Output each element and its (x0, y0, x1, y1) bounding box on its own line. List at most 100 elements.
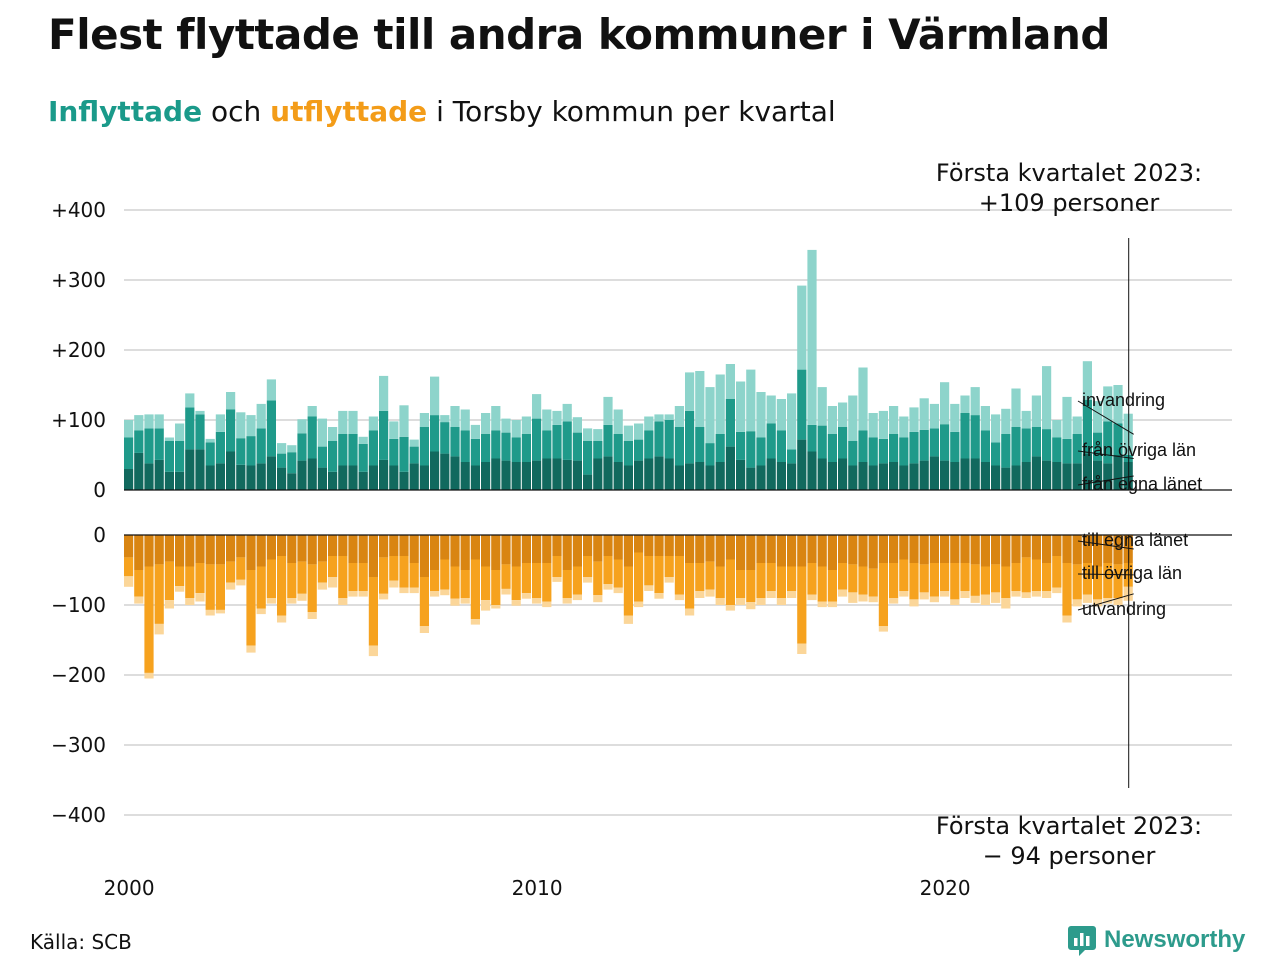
bar-in-egna-lanet (164, 471, 174, 490)
bar-out-utvandring (246, 645, 256, 653)
bar-out-utvandring (889, 598, 899, 604)
bar-out-utvandring (960, 591, 970, 598)
bar-out-ovriga-lan (144, 566, 154, 673)
bar-in-egna-lanet (664, 458, 674, 490)
bar-in-invandring (236, 412, 246, 439)
bar-out-egna-lanet (185, 535, 195, 567)
bar-out-ovriga-lan (440, 559, 450, 590)
bar-in-ovriga-lan (1021, 428, 1031, 462)
bar-out-ovriga-lan (970, 564, 980, 596)
bar-in-invandring (940, 382, 950, 425)
bar-out-egna-lanet (797, 535, 807, 567)
bar-out-utvandring (980, 594, 990, 605)
bar-out-utvandring (695, 591, 705, 598)
bar-in-ovriga-lan (470, 438, 480, 466)
bar-out-ovriga-lan (1103, 563, 1113, 598)
bar-in-egna-lanet (848, 465, 858, 490)
bar-in-ovriga-lan (328, 441, 338, 472)
bar-in-ovriga-lan (909, 431, 919, 464)
bar-in-egna-lanet (1103, 463, 1113, 490)
bar-in-ovriga-lan (787, 449, 797, 464)
bar-in-ovriga-lan (501, 432, 511, 461)
bar-out-utvandring (736, 598, 746, 605)
bar-in-egna-lanet (919, 460, 929, 490)
bar-in-invandring (328, 427, 338, 441)
bar-out-egna-lanet (195, 535, 205, 563)
bar-out-egna-lanet (154, 535, 164, 565)
bar-in-invandring (685, 372, 695, 411)
bar-in-egna-lanet (858, 462, 868, 490)
bar-out-utvandring (368, 645, 378, 657)
bar-in-invandring (929, 403, 939, 429)
bar-out-egna-lanet (807, 535, 817, 563)
bar-out-ovriga-lan (1021, 557, 1031, 593)
bar-in-invandring (430, 376, 440, 416)
bar-in-invandring (511, 420, 521, 438)
bar-in-invandring (889, 406, 899, 434)
bar-in-egna-lanet (654, 456, 664, 490)
bar-out-ovriga-lan (205, 564, 215, 610)
bar-out-utvandring (797, 643, 807, 654)
bar-in-invandring (583, 428, 593, 441)
bar-in-invandring (1052, 420, 1062, 438)
bar-out-utvandring (358, 591, 368, 597)
newsworthy-chart-icon (1068, 926, 1096, 956)
bar-out-ovriga-lan (379, 557, 389, 594)
bar-in-invandring (1042, 366, 1052, 430)
bar-in-ovriga-lan (144, 428, 154, 464)
bar-in-egna-lanet (205, 465, 215, 490)
bar-in-egna-lanet (572, 460, 582, 490)
bar-in-ovriga-lan (1001, 434, 1011, 468)
bar-in-egna-lanet (1082, 453, 1092, 490)
bar-out-ovriga-lan (185, 566, 195, 598)
bar-in-ovriga-lan (858, 430, 868, 462)
bar-in-ovriga-lan (572, 432, 582, 461)
bar-in-egna-lanet (154, 459, 164, 490)
bar-out-egna-lanet (899, 535, 909, 560)
bar-out-egna-lanet (307, 535, 317, 565)
y-axis-labels: +400 +300 +200 +100 0 0 −100 −200 −300 −400 (51, 198, 106, 827)
bar-out-utvandring (154, 623, 164, 635)
y-tick-label: 0 (93, 523, 106, 547)
bar-out-egna-lanet (430, 535, 440, 570)
bar-in-ovriga-lan (685, 410, 695, 464)
bar-in-ovriga-lan (868, 437, 878, 466)
bar-out-egna-lanet (623, 535, 633, 567)
y-tick-label: +100 (51, 408, 106, 432)
bar-in-egna-lanet (787, 463, 797, 490)
bar-in-ovriga-lan (297, 433, 307, 461)
bar-in-ovriga-lan (226, 409, 236, 452)
bar-in-invandring (838, 402, 848, 427)
bar-out-egna-lanet (1103, 535, 1113, 563)
bar-in-invandring (562, 403, 572, 422)
bar-in-invandring (634, 423, 644, 440)
bar-out-utvandring (389, 580, 399, 588)
bar-out-egna-lanet (929, 535, 939, 563)
bar-in-invandring (389, 421, 399, 439)
bar-out-egna-lanet (328, 535, 338, 556)
bar-out-ovriga-lan (634, 552, 644, 602)
bar-out-utvandring (970, 595, 980, 603)
bar-in-ovriga-lan (175, 441, 185, 472)
bar-in-egna-lanet (634, 460, 644, 490)
bar-in-ovriga-lan (634, 439, 644, 461)
subtitle-inflyttade: Inflyttade (48, 95, 203, 128)
bar-in-ovriga-lan (991, 442, 1001, 466)
bar-out-ovriga-lan (960, 563, 970, 591)
bar-out-ovriga-lan (134, 570, 144, 597)
bar-out-utvandring (338, 598, 348, 605)
bar-out-utvandring (644, 585, 654, 591)
bar-in-egna-lanet (175, 471, 185, 490)
newsworthy-logo: Newsworthy (1068, 924, 1245, 956)
bar-out-ovriga-lan (613, 559, 623, 588)
bar-in-invandring (1113, 385, 1123, 424)
bar-in-invandring (491, 406, 501, 431)
bar-in-invandring (878, 410, 888, 439)
bar-in-invandring (277, 443, 287, 454)
bar-out-ovriga-lan (664, 556, 674, 577)
bar-out-ovriga-lan (338, 556, 348, 598)
bar-in-ovriga-lan (756, 437, 766, 466)
bar-out-egna-lanet (878, 535, 888, 563)
bar-in-ovriga-lan (919, 429, 929, 461)
annotations: Första kvartalet 2023:+109 personerFörst… (936, 159, 1202, 870)
